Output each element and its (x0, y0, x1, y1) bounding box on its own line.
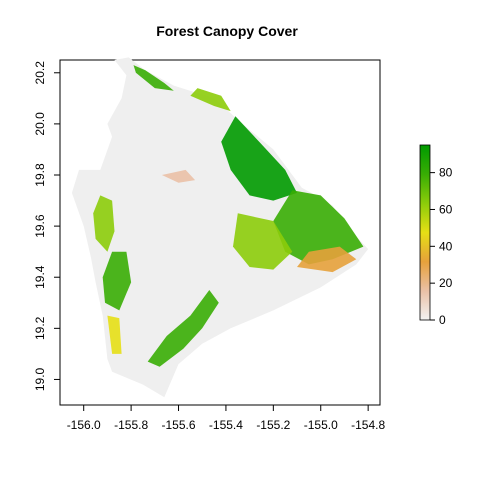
y-tick-label: 19.2 (33, 316, 47, 340)
canopy-patch (161, 169, 196, 183)
y-tick-label: 20.2 (33, 61, 47, 85)
canopy-patch (273, 190, 364, 265)
legend-tick-label: 80 (439, 166, 453, 180)
y-tick-label: 19.6 (33, 214, 47, 238)
plot-frame (59, 59, 381, 406)
canopy-patch (133, 65, 174, 91)
canopy-patch (297, 246, 357, 273)
canopy-patch (147, 290, 219, 367)
canopy-patch (107, 315, 122, 354)
x-tick-label: -154.8 (351, 418, 385, 432)
legend-tick-label: 0 (439, 313, 446, 327)
island-land-mask (71, 57, 369, 398)
legend-tick-label: 60 (439, 202, 453, 216)
map-layer (71, 57, 369, 398)
legend-tick-label: 40 (439, 239, 453, 253)
legend-tick-label: 20 (439, 276, 453, 290)
x-tick-label: -155.0 (304, 418, 338, 432)
chart-title: Forest Canopy Cover (156, 23, 298, 39)
x-tick-label: -155.8 (114, 418, 148, 432)
canopy-patch (93, 195, 115, 252)
canopy-patch (233, 213, 293, 270)
x-tick-label: -155.2 (256, 418, 290, 432)
x-tick-label: -156.0 (67, 418, 101, 432)
canopy-patch (190, 88, 231, 112)
y-tick-label: 19.0 (33, 367, 47, 391)
y-tick-label: 19.8 (33, 163, 47, 187)
x-tick-label: -155.6 (162, 418, 196, 432)
y-tick-label: 20.0 (33, 112, 47, 136)
x-tick-label: -155.4 (209, 418, 243, 432)
x-axis: -156.0 -155.8 -155.6 -155.4 -155.2 -155.0 -154… (67, 405, 385, 432)
color-legend: 0 20 40 60 80 (419, 144, 453, 327)
y-axis: 19.0 19.2 19.4 19.6 19.8 20.0 20.2 (33, 61, 60, 391)
y-tick-label: 19.4 (33, 265, 47, 289)
canopy-patch (221, 116, 297, 201)
legend-colorbar (419, 144, 431, 321)
canopy-patch (102, 251, 132, 311)
